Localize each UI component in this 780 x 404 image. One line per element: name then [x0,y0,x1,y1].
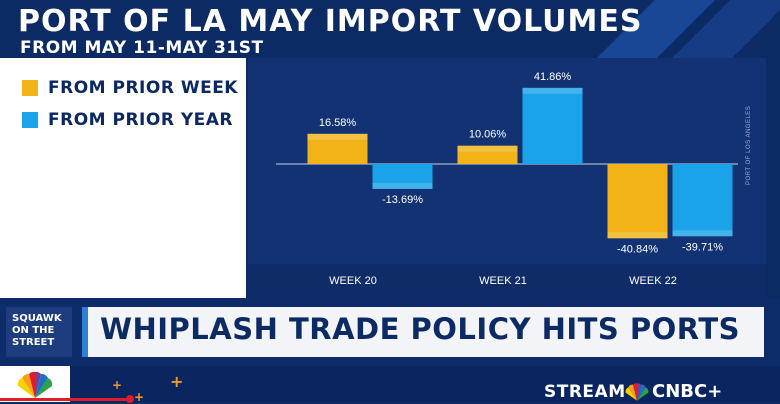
bar [607,164,668,239]
bar-highlight [307,133,368,140]
data-label: -40.84% [617,243,658,255]
video-progress-handle[interactable] [126,395,134,403]
x-tick-label: WEEK 22 [629,275,677,287]
show-name-tag: SQUAWK ON THE STREET [6,307,72,357]
bar-prior-year-week-22 [672,164,733,237]
bar-prior-week-week-20 [307,133,368,164]
data-label: 16.58% [319,117,357,129]
x-tick-label: WEEK 20 [329,275,377,287]
bar-highlight [607,232,668,239]
data-label: 10.06% [469,129,507,141]
bar-chart: 16.58% -13.69% WEEK 20 10.06% 41.86% WEEK 21 -… [248,71,766,298]
show-name-line-3: STREET [12,337,55,348]
bar [522,87,583,164]
data-label: -13.69% [382,194,423,206]
stream-label: STREAM [544,382,626,402]
chart-title: PORT OF LA MAY IMPORT VOLUMES [18,4,643,39]
bar-highlight [372,182,433,189]
legend-label-prior-year: FROM PRIOR YEAR [48,110,233,130]
bar [372,164,433,189]
bar [457,145,518,164]
legend-label-prior-week: FROM PRIOR WEEK [48,78,238,98]
x-tick-label: WEEK 21 [479,275,527,287]
data-label: -39.71% [682,241,723,253]
plus-icon: + [134,390,145,404]
show-name-line-2: ON THE [12,325,55,336]
bar-highlight [457,145,518,152]
legend-swatch-prior-year [22,112,38,128]
show-name-line-1: SQUAWK [12,313,62,324]
legend-item-prior-week: FROM PRIOR WEEK [22,78,238,98]
legend-panel: FROM PRIOR WEEK FROM PRIOR YEAR [0,58,246,298]
plus-icon: + [170,372,184,391]
bar-prior-year-week-20 [372,164,433,189]
bar [307,133,368,164]
bar-highlight [522,87,583,94]
bar-highlight [672,230,733,237]
plus-icon: + [112,378,123,392]
bar-prior-week-week-21 [457,145,518,164]
legend-item-prior-year: FROM PRIOR YEAR [22,110,233,130]
bar [672,164,733,237]
headline-text: WHIPLASH TRADE POLICY HITS PORTS [100,312,740,346]
source-credit: PORT OF LOS ANGELES [746,105,752,185]
data-label: 41.86% [534,71,572,83]
headline-accent [82,307,88,357]
bar-prior-week-week-22 [607,164,668,239]
video-progress-bar[interactable] [0,398,130,401]
x-axis-band [248,264,766,298]
legend-swatch-prior-week [22,80,38,96]
peacock-icon [17,371,53,398]
peacock-icon [625,383,649,401]
network-label: CNBC+ [652,381,723,402]
chart-subtitle: FROM MAY 11-MAY 31ST [20,38,264,58]
headline-box [82,307,764,357]
bar-prior-year-week-21 [522,87,583,164]
chart-panel: 16.58% -13.69% WEEK 20 10.06% 41.86% WEEK 21 -… [248,58,766,298]
